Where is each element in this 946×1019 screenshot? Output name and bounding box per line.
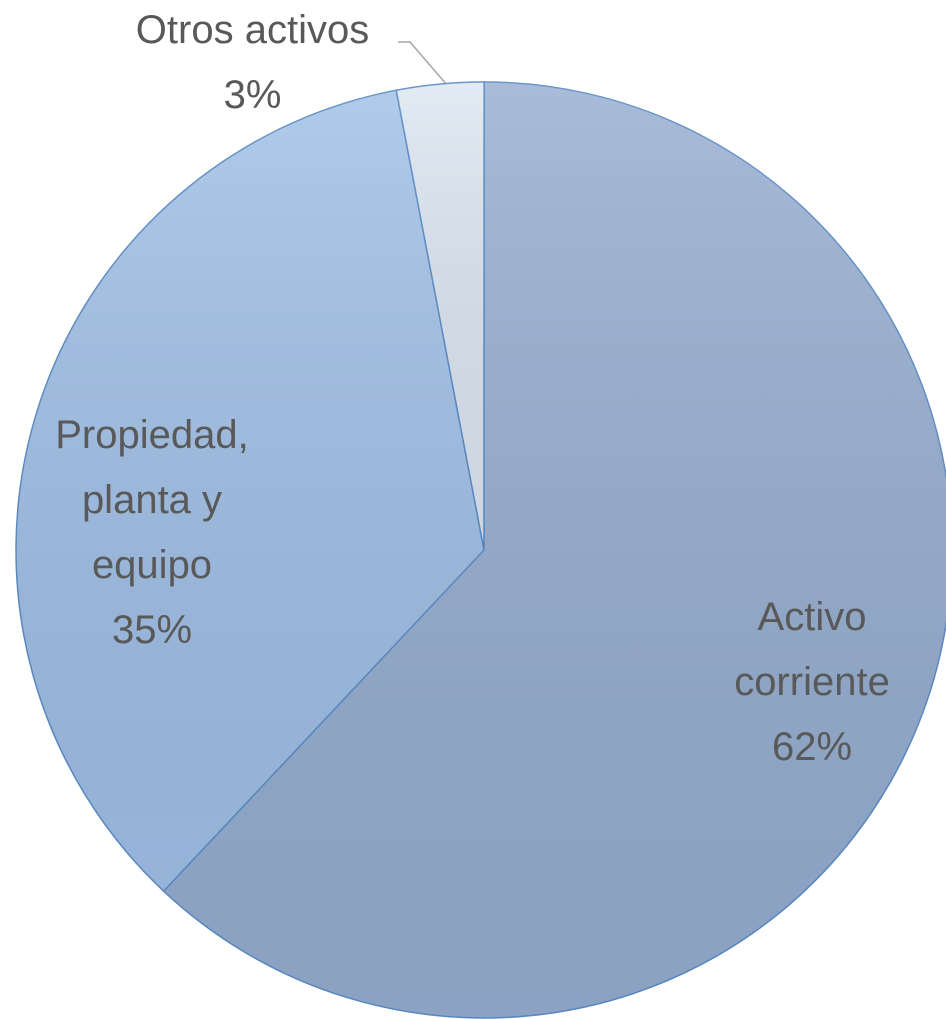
category-label: Propiedad, planta y equipo	[55, 413, 249, 587]
category-label: Activo corriente	[734, 595, 890, 704]
category-label: Otros activos	[135, 8, 370, 52]
percent-label: 35%	[111, 608, 193, 652]
leader-line	[398, 41, 448, 86]
data-label: Activo corriente 62%	[702, 585, 922, 780]
data-label: Propiedad, planta y equipo 35%	[22, 403, 282, 663]
data-label: Otros activos 3%	[100, 0, 405, 128]
percent-label: 3%	[223, 73, 282, 117]
percent-label: 62%	[771, 725, 853, 769]
